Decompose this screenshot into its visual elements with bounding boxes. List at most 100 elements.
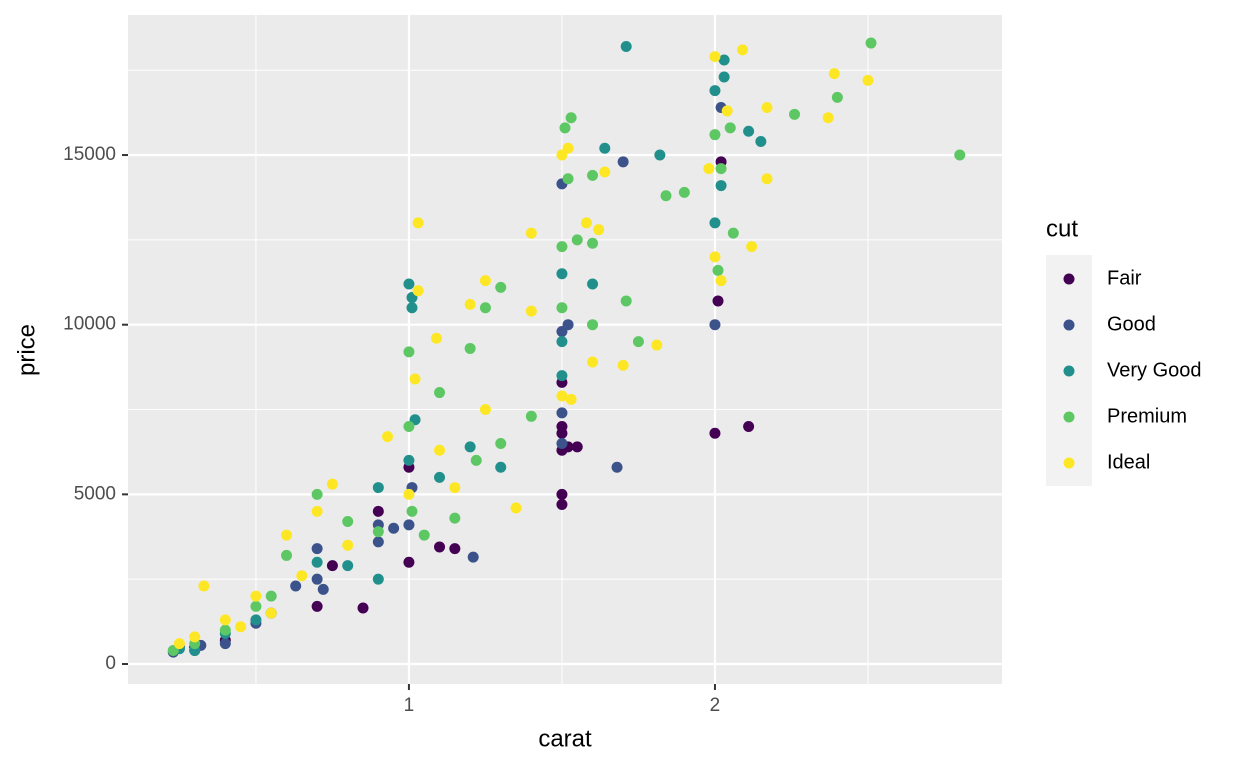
point bbox=[724, 122, 736, 134]
point bbox=[357, 602, 369, 614]
point bbox=[709, 319, 721, 331]
point bbox=[709, 217, 721, 229]
point bbox=[470, 454, 482, 466]
point bbox=[409, 373, 421, 385]
point bbox=[562, 173, 574, 185]
point bbox=[464, 298, 476, 310]
point bbox=[709, 251, 721, 263]
point bbox=[449, 543, 461, 555]
point bbox=[403, 346, 415, 358]
point bbox=[632, 336, 644, 348]
point bbox=[620, 295, 632, 307]
point bbox=[611, 461, 623, 473]
point bbox=[556, 499, 568, 511]
legend-label: Ideal bbox=[1107, 451, 1150, 473]
legend-label: Very Good bbox=[1107, 359, 1202, 381]
point bbox=[403, 488, 415, 500]
point bbox=[510, 502, 522, 514]
point bbox=[412, 217, 424, 229]
y-tick-label: 5000 bbox=[74, 483, 116, 504]
point bbox=[755, 135, 767, 147]
point bbox=[219, 614, 231, 626]
point bbox=[715, 275, 727, 287]
point bbox=[562, 142, 574, 154]
point bbox=[556, 390, 568, 402]
point bbox=[678, 186, 690, 198]
legend-label: Fair bbox=[1107, 267, 1142, 289]
point bbox=[587, 319, 599, 331]
point bbox=[311, 543, 323, 555]
point bbox=[718, 71, 730, 83]
point bbox=[556, 336, 568, 348]
point bbox=[703, 163, 715, 175]
point bbox=[831, 91, 843, 103]
point bbox=[822, 112, 834, 124]
point bbox=[372, 505, 384, 517]
point bbox=[556, 241, 568, 253]
legend-label: Premium bbox=[1107, 405, 1187, 427]
point bbox=[525, 305, 537, 317]
point bbox=[403, 420, 415, 432]
point bbox=[342, 560, 354, 572]
point bbox=[198, 580, 210, 592]
point bbox=[587, 169, 599, 181]
point bbox=[562, 319, 574, 331]
point bbox=[556, 268, 568, 280]
point bbox=[311, 556, 323, 568]
point bbox=[617, 156, 629, 168]
point bbox=[434, 444, 446, 456]
point bbox=[587, 356, 599, 368]
point bbox=[571, 441, 583, 453]
point bbox=[219, 638, 231, 650]
point bbox=[709, 129, 721, 141]
point bbox=[265, 590, 277, 602]
point bbox=[311, 505, 323, 517]
point bbox=[651, 339, 663, 351]
point bbox=[311, 488, 323, 500]
point bbox=[479, 302, 491, 314]
point bbox=[556, 302, 568, 314]
point bbox=[556, 407, 568, 419]
point bbox=[525, 227, 537, 239]
point bbox=[189, 631, 201, 643]
point bbox=[587, 237, 599, 249]
legend-key bbox=[1063, 457, 1075, 469]
point bbox=[372, 482, 384, 494]
point bbox=[382, 431, 394, 443]
point bbox=[715, 180, 727, 192]
point bbox=[556, 437, 568, 449]
point bbox=[525, 410, 537, 422]
point bbox=[865, 37, 877, 49]
point bbox=[556, 427, 568, 439]
point bbox=[709, 427, 721, 439]
point bbox=[862, 74, 874, 86]
point bbox=[761, 102, 773, 114]
point bbox=[743, 420, 755, 432]
point bbox=[736, 44, 748, 56]
point bbox=[296, 570, 308, 582]
point bbox=[418, 529, 430, 541]
point bbox=[388, 522, 400, 534]
point bbox=[311, 573, 323, 585]
point bbox=[342, 516, 354, 528]
point bbox=[660, 190, 672, 202]
y-tick-label: 10000 bbox=[63, 314, 116, 335]
point bbox=[715, 163, 727, 175]
point bbox=[743, 125, 755, 137]
point bbox=[265, 607, 277, 619]
point bbox=[495, 437, 507, 449]
point bbox=[620, 40, 632, 52]
legend-key bbox=[1063, 365, 1075, 377]
x-tick-label: 1 bbox=[404, 695, 415, 716]
point bbox=[326, 478, 338, 490]
point bbox=[372, 526, 384, 538]
point bbox=[571, 234, 583, 246]
point bbox=[342, 539, 354, 551]
point bbox=[712, 295, 724, 307]
panel bbox=[128, 15, 1002, 684]
point bbox=[412, 285, 424, 297]
point bbox=[403, 454, 415, 466]
legend-key bbox=[1063, 411, 1075, 423]
point bbox=[250, 590, 262, 602]
point bbox=[290, 580, 302, 592]
